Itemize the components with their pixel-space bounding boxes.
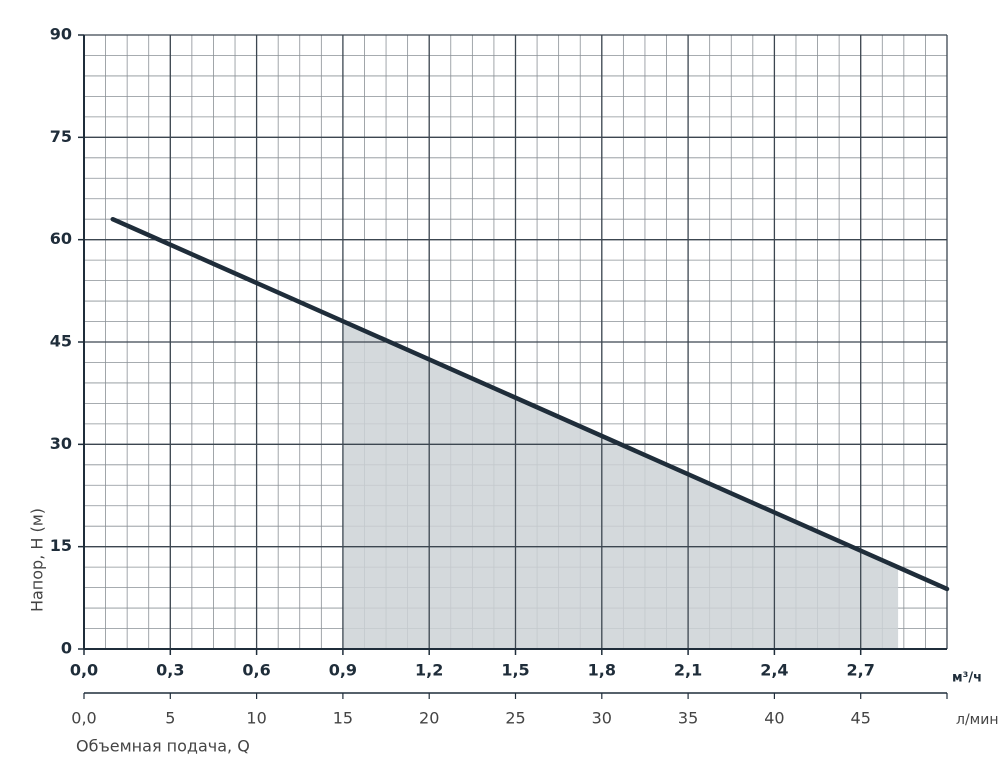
y-tick-label: 60 bbox=[50, 229, 72, 248]
x2-tick-label: 15 bbox=[333, 709, 353, 728]
x-unit: м³/ч bbox=[952, 671, 982, 686]
x-tick-label: 2,4 bbox=[760, 661, 788, 680]
y-tick-label: 75 bbox=[50, 127, 72, 146]
x2-tick-label: 5 bbox=[165, 709, 175, 728]
x-tick-label: 0,9 bbox=[329, 661, 357, 680]
x2-tick-label: 20 bbox=[419, 709, 439, 728]
x2-tick-label: 40 bbox=[764, 709, 784, 728]
y-axis-label: Напор, H (м) bbox=[28, 508, 47, 612]
x2-tick-label: 35 bbox=[678, 709, 698, 728]
y-tick-label: 45 bbox=[50, 332, 72, 351]
x2-tick-label: 45 bbox=[851, 709, 871, 728]
x-tick-label: 1,8 bbox=[588, 661, 616, 680]
x-tick-label: 0,3 bbox=[156, 661, 184, 680]
y-tick-label: 30 bbox=[50, 434, 72, 453]
x2-tick-label: 0,0 bbox=[71, 709, 96, 728]
operating-range bbox=[342, 321, 899, 649]
x2-unit: л/мин bbox=[956, 712, 998, 728]
x-tick-label: 1,2 bbox=[415, 661, 443, 680]
x-axis-label: Объемная подача, Q bbox=[76, 737, 250, 756]
x-tick-label: 1,5 bbox=[501, 661, 529, 680]
y-tick-label: 0 bbox=[61, 639, 72, 658]
x-tick-label: 0,0 bbox=[70, 661, 98, 680]
x2-tick-label: 30 bbox=[592, 709, 612, 728]
pump-curve bbox=[110, 216, 950, 592]
y-tick-label: 15 bbox=[50, 536, 72, 555]
x-tick-label: 2,1 bbox=[674, 661, 702, 680]
y-tick-label: 90 bbox=[50, 25, 72, 44]
x-tick-label: 0,6 bbox=[242, 661, 270, 680]
x2-tick-label: 10 bbox=[246, 709, 266, 728]
x2-tick-label: 25 bbox=[505, 709, 525, 728]
x-tick-label: 2,7 bbox=[847, 661, 875, 680]
